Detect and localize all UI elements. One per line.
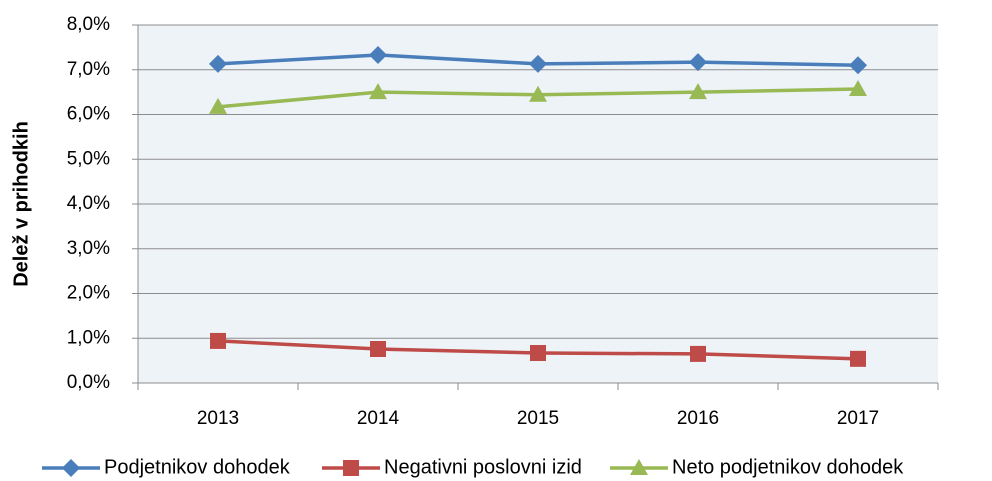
marker	[369, 45, 387, 64]
y-tick-label: 4,0%	[67, 193, 110, 214]
y-tick-label: 3,0%	[67, 238, 110, 259]
marker	[630, 459, 648, 475]
marker	[849, 79, 867, 96]
marker	[370, 340, 386, 357]
x-tick-label: 2014	[357, 408, 400, 429]
marker	[343, 460, 359, 476]
marker	[689, 83, 707, 100]
marker	[530, 345, 546, 362]
x-tick-label: 2013	[197, 408, 239, 429]
legend-label: Podjetnikov dohodek	[104, 456, 291, 478]
marker	[62, 459, 80, 477]
x-tick-label: 2017	[837, 408, 879, 429]
y-tick-label: 1,0%	[67, 327, 110, 348]
y-tick-label: 6,0%	[67, 104, 110, 125]
x-tick-label: 2015	[517, 408, 559, 429]
marker	[690, 345, 706, 362]
legend-label: Negativni poslovni izid	[384, 456, 582, 478]
legend-label: Neto podjetnikov dohodek	[672, 456, 904, 478]
y-tick-label: 5,0%	[67, 148, 110, 169]
marker	[209, 54, 227, 73]
marker	[369, 83, 387, 100]
marker	[849, 56, 867, 75]
marker	[210, 332, 226, 349]
x-tick-label: 2016	[677, 408, 719, 429]
y-tick-label: 0,0%	[67, 372, 110, 393]
y-tick-label: 2,0%	[67, 283, 110, 304]
y-tick-label: 8,0%	[67, 14, 110, 35]
marker	[850, 350, 866, 367]
marker	[689, 53, 707, 72]
y-axis-label: Delež v prihodkih	[10, 121, 32, 287]
marker	[529, 54, 547, 73]
marker	[209, 97, 227, 114]
marker	[529, 85, 547, 102]
y-tick-label: 7,0%	[67, 59, 110, 80]
